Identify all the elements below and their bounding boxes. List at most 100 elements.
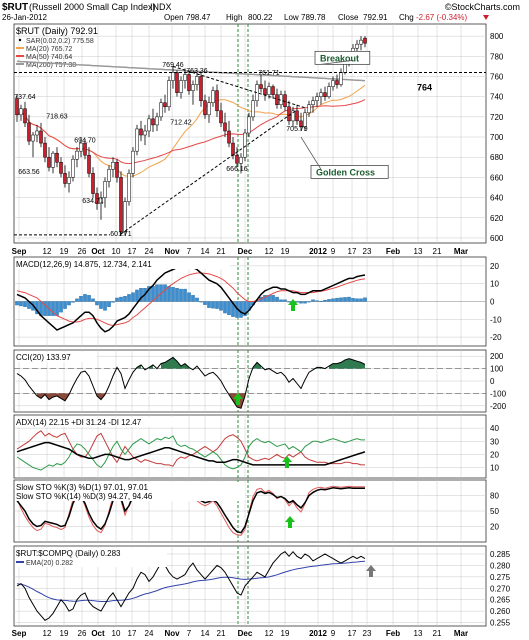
cci-y-tick: -200 <box>490 402 507 411</box>
candle-body <box>231 142 235 156</box>
price-y-tick: 760 <box>490 72 504 81</box>
macd-histogram-bar <box>231 301 235 317</box>
x-tick-label-bottom: 10 <box>112 629 121 638</box>
macd-histogram-bar <box>363 297 367 302</box>
x-tick-label: 10 <box>112 247 121 256</box>
candle-body <box>307 104 311 114</box>
open-label: Open <box>164 13 184 22</box>
candle-body <box>27 122 31 142</box>
price-value-label: 694.70 <box>74 137 96 144</box>
level-label: 764 <box>417 83 432 93</box>
macd-y-tick: 10 <box>490 280 499 289</box>
candle-body <box>111 162 115 170</box>
candle-body <box>51 152 55 168</box>
ratio-y-tick: 0.265 <box>490 596 511 605</box>
sto-y-tick: 20 <box>490 523 499 532</box>
cci-y-tick: 100 <box>490 365 504 374</box>
macd-histogram-bar <box>355 298 359 302</box>
candle-body <box>235 154 239 164</box>
price-value-label: 712.42 <box>170 120 192 127</box>
macd-y-tick: 0 <box>490 298 495 307</box>
candle-body <box>363 37 367 44</box>
macd-histogram-bar <box>107 301 111 307</box>
candle-body <box>55 152 59 163</box>
macd-histogram-bar <box>227 301 231 316</box>
high-value: 800.22 <box>248 13 273 22</box>
macd-histogram-bar <box>203 301 207 305</box>
candle-body <box>179 80 183 93</box>
candle-body <box>339 72 343 85</box>
candle-body <box>335 80 339 85</box>
candle-body <box>91 173 95 194</box>
candle-body <box>315 96 319 101</box>
down-triangle-icon <box>483 15 489 20</box>
macd-y-tick: 20 <box>490 262 499 271</box>
price-y-tick: 720 <box>490 113 504 122</box>
macd-histogram-bar <box>187 292 191 302</box>
sto-title-bg <box>15 482 245 501</box>
macd-title-bg <box>15 259 230 269</box>
candle-body <box>19 108 23 116</box>
candle-body <box>267 86 271 95</box>
macd-histogram-bar <box>131 292 135 302</box>
x-tick-label-bottom: 17 <box>128 629 137 638</box>
macd-histogram-bar <box>175 287 179 302</box>
candle-body <box>243 132 247 158</box>
legend-dot <box>18 38 22 42</box>
price-value-label: 763.36 <box>186 68 208 75</box>
x-tick-label: 12 <box>43 247 52 256</box>
price-value-label: 718.63 <box>46 113 68 120</box>
x-tick-label-bottom: 13 <box>414 629 423 638</box>
x-tick-label-bottom: Sep <box>12 629 27 638</box>
x-tick-label-bottom: 12 <box>43 629 52 638</box>
candle-body <box>135 128 139 152</box>
price-y-tick: 800 <box>490 32 504 41</box>
candle-body <box>203 100 207 116</box>
price-value-label: 705.79 <box>286 126 308 133</box>
annotation-box <box>314 50 371 65</box>
x-tick-label-bottom: 23 <box>363 629 372 638</box>
price-y-tick: 660 <box>490 173 504 182</box>
price-value-label: 761.71 <box>258 70 280 77</box>
candle-body <box>107 169 111 182</box>
macd-histogram-bar <box>99 301 103 309</box>
x-tick-label-bottom: 24 <box>145 629 154 638</box>
candle-body <box>319 92 323 97</box>
candle-body <box>291 110 295 122</box>
price-value-label: 737.64 <box>14 94 36 101</box>
macd-histogram-bar <box>59 301 63 313</box>
macd-histogram-bar <box>323 299 327 302</box>
macd-histogram-bar <box>299 301 303 304</box>
macd-title: MACD(12,26,9) 14.875, 12.734, 2.141 <box>16 260 152 269</box>
candle-body <box>239 156 243 164</box>
golden-cross-pointer <box>300 136 322 170</box>
macd-histogram-bar <box>127 294 131 302</box>
x-tick-label-bottom: 21 <box>217 629 226 638</box>
ratio-title-bg <box>15 548 167 567</box>
macd-histogram-bar <box>123 296 127 302</box>
macd-histogram-bar <box>339 297 343 302</box>
candle-body <box>295 110 299 122</box>
macd-histogram-bar <box>343 297 347 302</box>
exchange-label: INDX <box>150 2 172 12</box>
x-tick-label: 9 <box>331 247 336 256</box>
adx-line <box>16 441 366 466</box>
macd-y-tick: -20 <box>490 333 502 342</box>
macd-histogram-bar <box>43 301 47 316</box>
macd-histogram-bar <box>55 301 59 316</box>
macd-histogram-bar <box>91 298 95 302</box>
candle-body <box>199 76 203 101</box>
cci-oversold-fill <box>97 393 105 400</box>
adx-title: ADX(14) 22.15 +DI 31.24 -DI 12.47 <box>16 418 142 427</box>
macd-histogram-bar <box>215 301 219 309</box>
macd-histogram-bar <box>135 289 139 302</box>
candle-body <box>187 74 191 91</box>
sto-y-tick: 50 <box>490 507 499 516</box>
candle-body <box>211 90 215 103</box>
candle-body <box>39 130 43 144</box>
candle-body <box>35 130 39 136</box>
falling-trendline <box>172 65 306 109</box>
candle-body <box>159 102 163 118</box>
x-tick-label-bottom: Feb <box>386 629 400 638</box>
